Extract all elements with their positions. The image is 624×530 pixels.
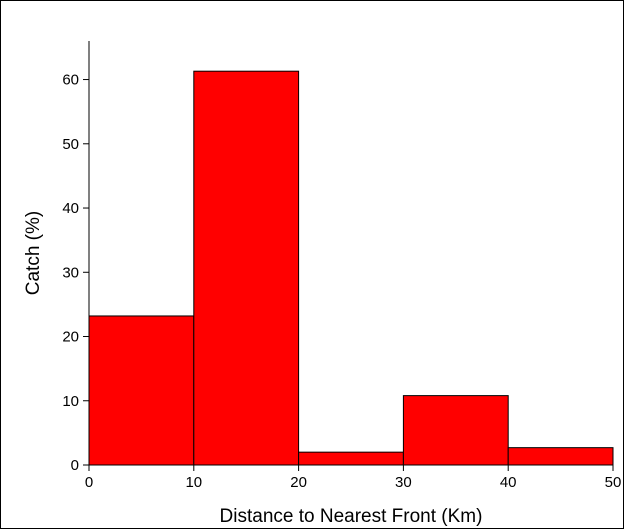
histogram-bar bbox=[507, 447, 614, 466]
y-tick-label: 50 bbox=[62, 136, 79, 153]
x-axis-title: Distance to Nearest Front (Km) bbox=[220, 506, 483, 527]
x-tick-label: 10 bbox=[185, 474, 202, 491]
x-tick-label: 50 bbox=[605, 474, 622, 491]
y-tick-label: 10 bbox=[62, 393, 79, 410]
y-axis-title: Catch (%) bbox=[23, 211, 44, 295]
histogram-bar bbox=[88, 315, 195, 466]
x-axis-ticks: 0 10 20 30 40 50 bbox=[85, 465, 622, 491]
y-tick-label: 20 bbox=[62, 329, 79, 346]
x-tick-label: 0 bbox=[85, 474, 93, 491]
y-tick-label: 40 bbox=[62, 200, 79, 217]
histogram-bar bbox=[298, 451, 404, 466]
y-tick-label: 30 bbox=[62, 264, 79, 281]
y-tick-label: 60 bbox=[62, 72, 79, 89]
histogram-bar bbox=[402, 395, 509, 466]
bars-group bbox=[88, 70, 614, 466]
x-tick-label: 40 bbox=[500, 474, 517, 491]
y-tick-label: 0 bbox=[71, 457, 79, 474]
y-axis-ticks: 0 10 20 30 40 50 60 bbox=[62, 72, 89, 474]
histogram-bar bbox=[193, 70, 300, 466]
x-tick-label: 30 bbox=[395, 474, 412, 491]
x-tick-label: 20 bbox=[290, 474, 307, 491]
